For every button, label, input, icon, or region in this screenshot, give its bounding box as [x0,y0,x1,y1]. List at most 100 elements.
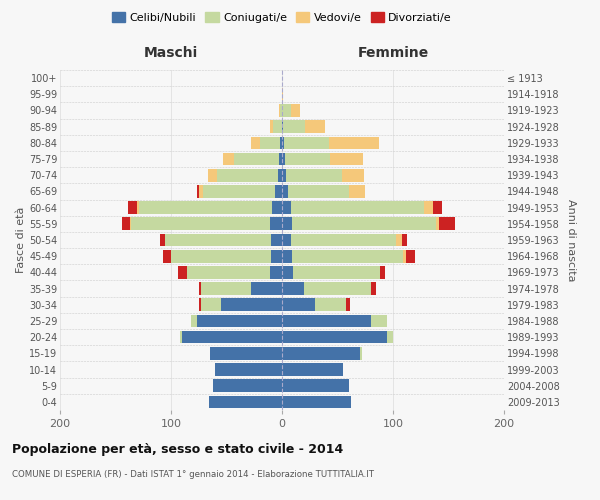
Bar [282,266,293,278]
Bar [203,185,275,198]
Bar [209,396,282,408]
Bar [305,120,325,133]
Bar [210,347,282,360]
Bar [221,298,282,311]
Bar [191,314,197,328]
Bar [278,104,280,117]
Bar [280,104,282,117]
Bar [282,120,283,133]
Bar [402,234,407,246]
Bar [270,266,282,278]
Bar [251,136,260,149]
Bar [278,152,282,166]
Bar [282,282,304,295]
Bar [271,234,282,246]
Bar [286,152,330,166]
Bar [287,185,349,198]
Bar [360,347,362,360]
Bar [201,298,221,311]
Text: Femmine: Femmine [358,46,428,60]
Bar [282,104,291,117]
Bar [330,152,363,166]
Bar [282,234,291,246]
Bar [282,347,360,360]
Bar [291,202,424,214]
Bar [283,120,305,133]
Bar [282,152,286,166]
Bar [291,104,300,117]
Bar [270,120,273,133]
Bar [291,234,397,246]
Y-axis label: Anni di nascita: Anni di nascita [566,198,576,281]
Bar [282,250,292,262]
Bar [329,136,379,149]
Bar [208,169,217,181]
Bar [282,169,286,181]
Bar [131,218,270,230]
Bar [371,314,388,328]
Bar [273,120,282,133]
Bar [282,314,371,328]
Bar [128,202,137,214]
Bar [197,185,199,198]
Bar [171,250,271,262]
Bar [282,363,343,376]
Bar [215,363,282,376]
Bar [187,266,270,278]
Bar [199,298,201,311]
Bar [282,396,351,408]
Bar [234,152,278,166]
Bar [270,218,282,230]
Bar [182,331,282,344]
Bar [424,202,433,214]
Bar [278,169,282,181]
Bar [304,282,371,295]
Bar [388,331,393,344]
Bar [292,250,403,262]
Bar [282,88,283,101]
Bar [433,202,442,214]
Bar [217,169,278,181]
Bar [282,331,388,344]
Bar [397,234,402,246]
Text: Popolazione per età, sesso e stato civile - 2014: Popolazione per età, sesso e stato civil… [12,442,343,456]
Bar [201,282,251,295]
Bar [271,250,282,262]
Bar [282,380,349,392]
Bar [197,314,282,328]
Bar [139,202,272,214]
Bar [349,185,365,198]
Bar [406,250,415,262]
Bar [180,331,182,344]
Bar [137,202,139,214]
Bar [346,298,350,311]
Bar [199,282,201,295]
Legend: Celibi/Nubili, Coniugati/e, Vedovi/e, Divorziati/e: Celibi/Nubili, Coniugati/e, Vedovi/e, Di… [107,8,457,28]
Bar [316,298,346,311]
Bar [342,169,364,181]
Bar [166,234,271,246]
Bar [282,136,284,149]
Bar [251,282,282,295]
Y-axis label: Fasce di età: Fasce di età [16,207,26,273]
Bar [436,218,439,230]
Bar [282,218,292,230]
Bar [439,218,455,230]
Bar [213,380,282,392]
Text: Maschi: Maschi [144,46,198,60]
Bar [284,136,329,149]
Bar [286,169,342,181]
Text: COMUNE DI ESPERIA (FR) - Dati ISTAT 1° gennaio 2014 - Elaborazione TUTTITALIA.IT: COMUNE DI ESPERIA (FR) - Dati ISTAT 1° g… [12,470,374,479]
Bar [371,282,376,295]
Bar [403,250,406,262]
Bar [293,266,380,278]
Bar [160,234,166,246]
Bar [130,218,131,230]
Bar [280,136,282,149]
Bar [199,185,203,198]
Bar [282,202,291,214]
Bar [178,266,187,278]
Bar [292,218,436,230]
Bar [380,266,385,278]
Bar [275,185,282,198]
